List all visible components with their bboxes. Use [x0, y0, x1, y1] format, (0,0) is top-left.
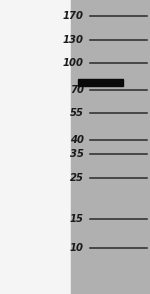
Bar	[78, 79, 123, 86]
Text: 170: 170	[63, 11, 84, 21]
Text: 40: 40	[70, 135, 84, 145]
Text: 130: 130	[63, 35, 84, 45]
Text: 35: 35	[70, 149, 84, 159]
Text: 70: 70	[70, 85, 84, 95]
Text: 55: 55	[70, 108, 84, 118]
Text: 15: 15	[70, 214, 84, 224]
Bar	[0, 0, 70, 294]
Bar	[70, 0, 150, 294]
Text: 25: 25	[70, 173, 84, 183]
Text: 100: 100	[63, 58, 84, 68]
Text: 10: 10	[70, 243, 84, 253]
